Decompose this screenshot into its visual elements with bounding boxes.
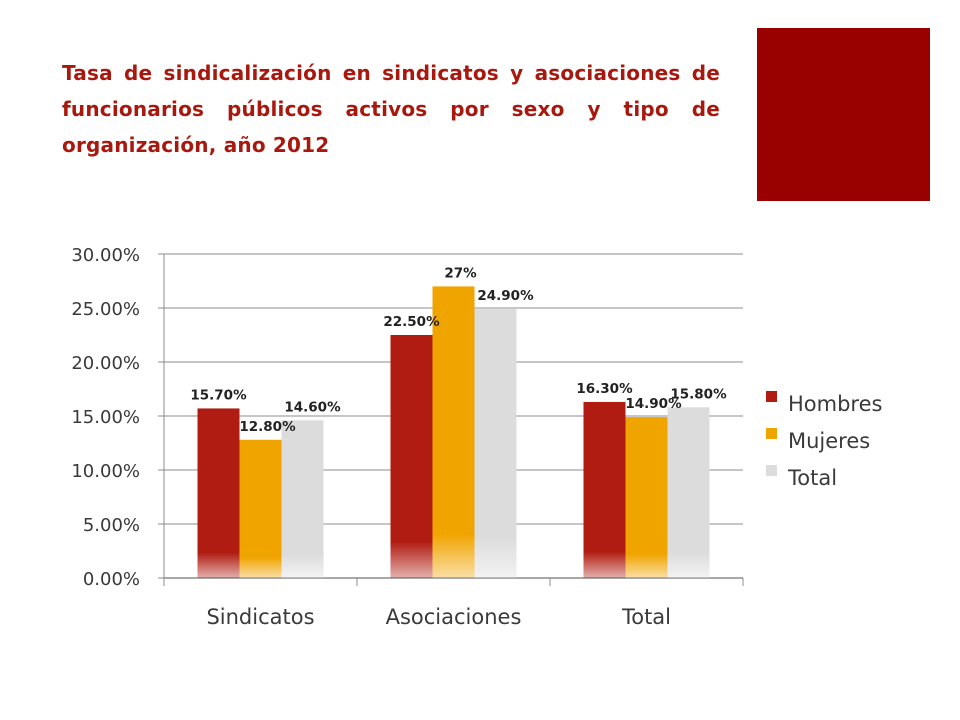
- bar-hombres-sindicatos: [197, 408, 240, 578]
- y-tick-label: 25.00%: [71, 299, 140, 320]
- x-category-label: Sindicatos: [206, 605, 314, 629]
- data-label: 16.30%: [576, 381, 633, 397]
- x-category-label: Asociaciones: [386, 605, 522, 629]
- bar-hombres-total: [583, 401, 626, 578]
- legend-label: Hombres: [788, 392, 882, 416]
- data-label: 15.80%: [670, 386, 727, 402]
- data-label: 22.50%: [383, 314, 440, 330]
- bars-layer: [197, 286, 710, 578]
- bar-hombres-asociaciones: [390, 335, 433, 578]
- legend-label: Total: [787, 466, 837, 490]
- y-tick-label: 15.00%: [71, 407, 140, 428]
- data-label: 27%: [444, 265, 477, 281]
- bar-total-sindicatos: [281, 420, 324, 578]
- x-category-label: Total: [621, 605, 671, 629]
- bar-mujeres-sindicatos: [239, 439, 282, 578]
- bar-mujeres-total: [625, 417, 668, 578]
- legend-swatch-hombres: [766, 391, 777, 402]
- data-label: 12.80%: [239, 419, 296, 435]
- y-tick-label: 0.00%: [83, 569, 140, 590]
- data-label: 14.60%: [284, 399, 341, 415]
- y-tick-label: 20.00%: [71, 353, 140, 374]
- slide-title: Tasa de sindicalización en sindicatos y …: [62, 61, 720, 157]
- legend: Hombres Mujeres Total: [766, 391, 882, 490]
- y-tick-label: 30.00%: [71, 245, 140, 266]
- accent-block: [757, 28, 930, 201]
- labels-layer: 0.00% 5.00% 10.00% 15.00% 20.00% 25.00% 30.00%…: [71, 245, 727, 629]
- y-tick-label: 10.00%: [71, 461, 140, 482]
- data-label: 14.90%: [625, 396, 682, 412]
- data-label: 15.70%: [190, 387, 247, 403]
- legend-swatch-mujeres: [766, 428, 777, 439]
- bar-total-total: [667, 407, 710, 578]
- data-label: 24.90%: [477, 288, 534, 304]
- legend-label: Mujeres: [788, 429, 870, 453]
- legend-swatch-total: [766, 465, 777, 476]
- y-tick-label: 5.00%: [83, 515, 140, 536]
- bar-mujeres-asociaciones: [432, 286, 475, 578]
- bar-total-asociaciones: [474, 309, 517, 578]
